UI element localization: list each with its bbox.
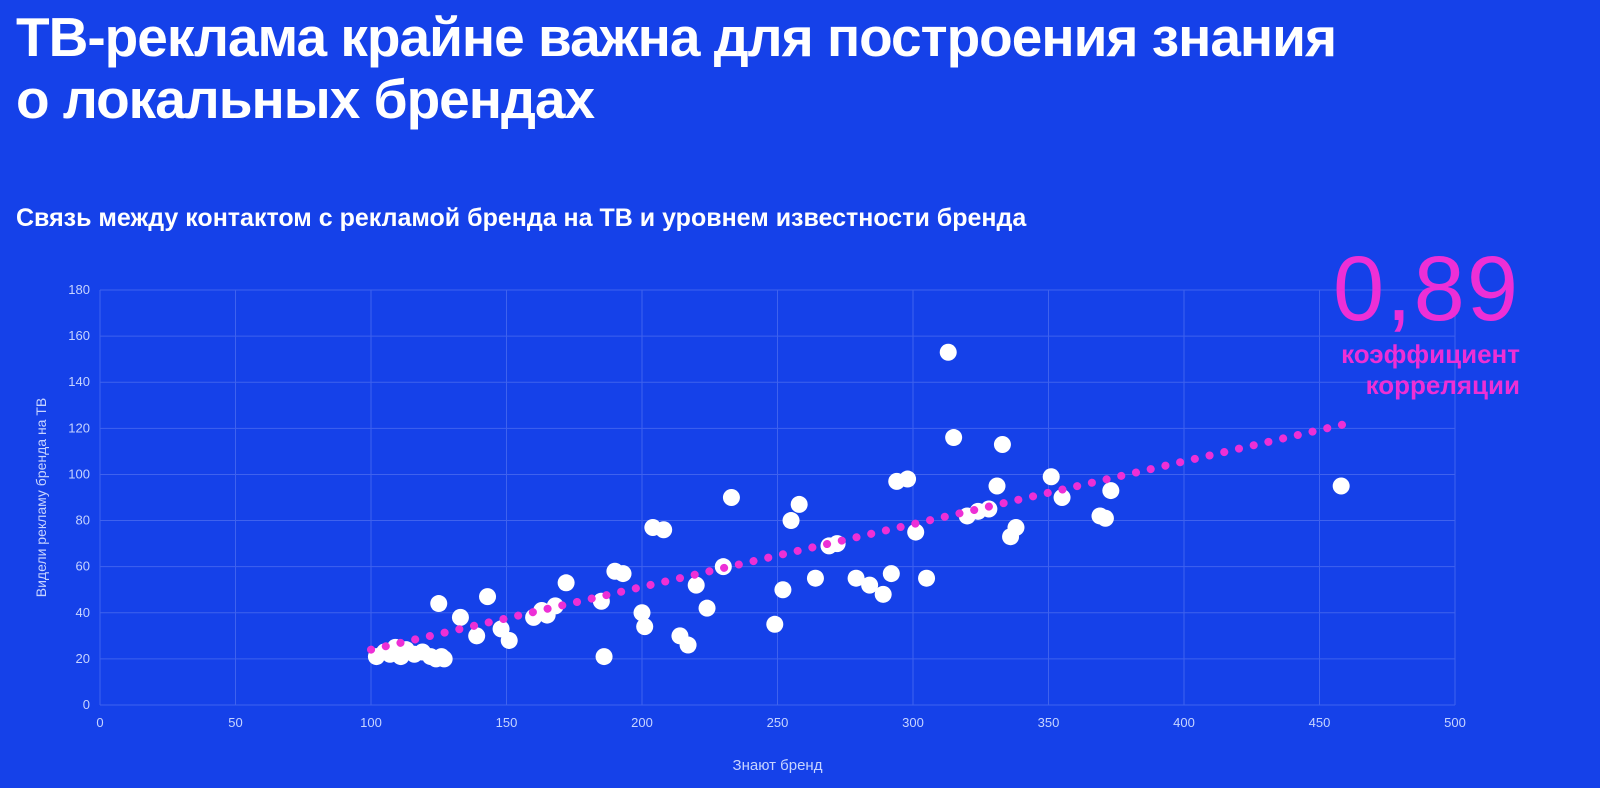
correlation-label: коэффициент корреляции	[1333, 339, 1520, 400]
scatter-point	[435, 650, 453, 668]
x-tick-label: 350	[1038, 715, 1060, 730]
scatter-point	[993, 435, 1011, 453]
y-tick-label: 0	[83, 697, 90, 712]
x-tick-label: 200	[631, 715, 653, 730]
scatter-point	[1096, 509, 1114, 527]
x-tick-label: 0	[96, 715, 103, 730]
scatter-point	[782, 512, 800, 530]
scatter-point	[918, 569, 936, 587]
y-tick-label: 140	[68, 374, 90, 389]
y-tick-label: 80	[76, 513, 90, 528]
slide-title-line1: ТВ-реклама крайне важна для построения з…	[16, 6, 1337, 68]
scatter-point	[1042, 468, 1060, 486]
scatter-point	[500, 631, 518, 649]
scatter-point	[479, 588, 497, 606]
x-axis-label: Знают бренд	[733, 757, 823, 774]
scatter-point	[679, 636, 697, 654]
y-tick-label: 160	[68, 328, 90, 343]
y-axis-label: Видели рекламу бренда на ТВ	[33, 398, 49, 597]
scatter-point	[861, 576, 879, 594]
scatter-point	[945, 429, 963, 447]
y-tick-label: 20	[76, 651, 90, 666]
scatter-point	[698, 599, 716, 617]
scatter-point	[614, 565, 632, 583]
scatter-point	[636, 618, 654, 636]
correlation-label-line2: корреляции	[1365, 370, 1520, 401]
x-tick-label: 150	[496, 715, 518, 730]
y-tick-label: 100	[68, 466, 90, 481]
scatter-point	[774, 581, 792, 599]
x-tick-label: 50	[228, 715, 242, 730]
scatter-point	[766, 615, 784, 633]
scatter-point	[899, 470, 917, 488]
x-tick-label: 300	[902, 715, 924, 730]
scatter-point	[687, 576, 705, 594]
x-tick-label: 450	[1309, 715, 1331, 730]
scatter-point	[1007, 518, 1025, 536]
scatter-point	[939, 343, 957, 361]
correlation-block: 0,89 коэффициент корреляции	[1332, 238, 1520, 401]
scatter-point	[907, 523, 925, 541]
scatter-point	[847, 569, 865, 587]
x-tick-label: 100	[360, 715, 382, 730]
scatter-point	[1053, 489, 1071, 506]
chart-subtitle: Связь между контактом с рекламой бренда …	[16, 204, 1027, 232]
scatter-point	[451, 608, 469, 626]
scatter-point	[790, 495, 808, 513]
correlation-label-line1: коэффициент	[1341, 339, 1520, 370]
x-tick-label: 250	[767, 715, 789, 730]
scatter-point	[1332, 477, 1350, 495]
scatter-point	[722, 489, 740, 506]
scatter-point	[430, 595, 448, 613]
correlation-value: 0,89	[1332, 238, 1520, 340]
scatter-point	[595, 648, 613, 666]
scatter-point	[633, 604, 651, 622]
scatter-point	[806, 569, 824, 587]
scatter-point	[655, 521, 673, 539]
x-tick-label: 400	[1173, 715, 1195, 730]
y-tick-label: 60	[76, 559, 90, 574]
scatter-point	[1102, 482, 1120, 500]
y-tick-label: 180	[68, 282, 90, 297]
x-tick-label: 500	[1444, 715, 1466, 730]
scatter-chart-svg: 0 50 100 150 200 250 300 350 400 450 500 0 20 40 60 80 1…	[33, 282, 1466, 774]
scatter-point	[557, 574, 575, 592]
slide-title-line2: о локальных брендах	[16, 68, 595, 131]
y-tick-label: 120	[68, 420, 90, 435]
slide-title: ТВ-реклама крайне важна для построения з…	[16, 6, 1337, 131]
scatter-point	[988, 477, 1006, 495]
scatter-point	[468, 627, 486, 645]
trend-line	[367, 419, 1351, 654]
y-tick-label: 40	[76, 605, 90, 620]
scatter-point	[874, 585, 892, 603]
scatter-point	[882, 565, 900, 583]
scatter-chart: 0 50 100 150 200 250 300 350 400 450 500 0 20 40 60 80 1…	[20, 280, 1480, 780]
